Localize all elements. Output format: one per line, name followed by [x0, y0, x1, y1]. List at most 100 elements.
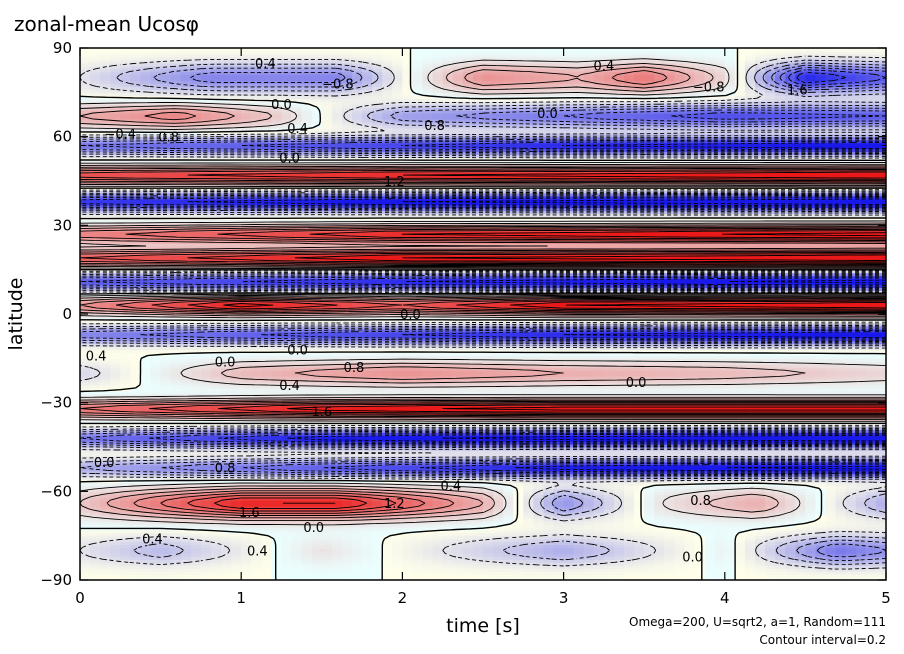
field-cell: [110, 296, 121, 300]
field-cell: [311, 251, 323, 256]
field-cell: [130, 225, 142, 229]
field-cell: [341, 482, 353, 487]
field-cell: [261, 219, 273, 223]
field-cell: [190, 145, 202, 150]
field-cell: [341, 319, 353, 324]
field-cell: [140, 124, 152, 129]
field-cell: [80, 151, 91, 155]
field-cell: [321, 145, 333, 150]
field-cell: [291, 405, 303, 410]
field-cell: [80, 263, 91, 268]
field-cell: [150, 520, 162, 525]
field-cell: [321, 423, 333, 427]
field-cell: [291, 470, 303, 475]
field-cell: [291, 254, 303, 259]
field-cell: [80, 71, 91, 76]
field-cell: [231, 325, 242, 330]
field-cell: [190, 349, 202, 354]
field-cell: [100, 449, 111, 454]
field-cell: [130, 172, 142, 176]
field-cell: [130, 455, 142, 460]
field-cell: [291, 514, 303, 519]
field-cell: [80, 148, 91, 153]
field-cell: [221, 574, 232, 578]
field-cell: [80, 512, 91, 516]
field-cell: [210, 512, 222, 516]
field-cell: [281, 562, 293, 566]
field-cell: [200, 529, 212, 534]
field-cell: [341, 101, 353, 105]
field-cell: [200, 77, 212, 82]
field-cell: [190, 308, 202, 312]
field-cell: [100, 464, 111, 469]
field-cell: [251, 376, 262, 380]
field-cell: [291, 178, 303, 182]
field-cell: [90, 393, 101, 398]
field-cell: [90, 577, 101, 580]
field-cell: [210, 452, 222, 457]
field-cell: [352, 381, 363, 386]
field-cell: [180, 198, 192, 203]
field-cell: [80, 240, 91, 244]
field-cell: [281, 68, 293, 73]
field-cell: [251, 290, 262, 294]
field-cell: [190, 532, 202, 537]
field-cell: [150, 488, 162, 492]
field-cell: [311, 384, 323, 389]
field-cell: [180, 393, 192, 398]
field-cell: [170, 337, 182, 342]
field-cell: [190, 547, 202, 552]
field-cell: [200, 311, 212, 315]
field-cell: [110, 124, 121, 129]
field-cell: [140, 74, 152, 79]
field-cell: [170, 115, 182, 120]
field-cell: [261, 396, 273, 401]
field-cell: [241, 568, 252, 572]
field-cell: [80, 405, 91, 410]
field-cell: [130, 83, 142, 88]
field-cell: [241, 240, 252, 244]
field-cell: [110, 302, 121, 306]
field-cell: [150, 506, 162, 510]
field-cell: [241, 139, 252, 144]
field-cell: [281, 263, 293, 268]
field-cell: [180, 423, 192, 427]
field-cell: [251, 260, 262, 265]
field-cell: [251, 89, 262, 93]
field-cell: [210, 506, 222, 510]
field-cell: [311, 160, 323, 164]
field-cell: [261, 526, 273, 531]
field-cell: [271, 263, 283, 268]
field-cell: [321, 178, 333, 182]
field-cell: [251, 550, 262, 554]
field-cell: [231, 115, 242, 120]
field-cell: [221, 234, 232, 238]
field-cell: [190, 160, 202, 164]
field-cell: [281, 257, 293, 262]
field-cell: [200, 470, 212, 475]
field-cell: [331, 467, 343, 472]
field-cell: [100, 319, 111, 324]
field-cell: [90, 449, 101, 454]
field-cell: [281, 334, 293, 339]
field-cell: [251, 189, 262, 194]
field-cell: [251, 571, 262, 575]
field-cell: [130, 538, 142, 543]
field-cell: [321, 83, 333, 88]
field-cell: [200, 500, 212, 504]
field-cell: [291, 107, 303, 111]
field-cell: [271, 151, 283, 155]
field-cell: [331, 381, 343, 386]
field-cell: [140, 352, 152, 356]
field-cell: [271, 316, 283, 321]
field-cell: [110, 364, 121, 368]
field-cell: [120, 343, 131, 348]
field-cell: [301, 48, 313, 52]
field-cell: [180, 373, 192, 377]
field-cell: [100, 473, 111, 478]
field-cell: [200, 408, 212, 413]
field-cell: [110, 62, 121, 67]
field-cell: [110, 278, 121, 283]
field-cell: [271, 488, 283, 492]
field-cell: [301, 346, 313, 351]
